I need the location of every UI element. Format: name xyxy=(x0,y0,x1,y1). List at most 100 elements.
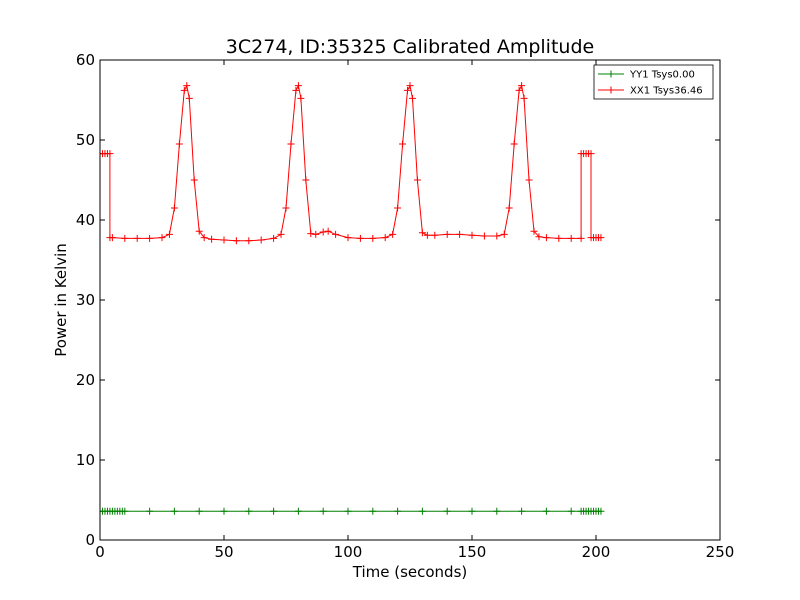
data-point xyxy=(389,230,397,238)
data-point xyxy=(456,230,464,238)
data-point xyxy=(394,204,402,212)
y-tick-label: 40 xyxy=(76,211,95,229)
x-tick-label: 150 xyxy=(458,543,487,561)
chart-title: 3C274, ID:35325 Calibrated Amplitude xyxy=(226,36,594,58)
legend-label: YY1 Tsys0.00 xyxy=(629,70,695,81)
y-tick-label: 10 xyxy=(76,451,95,469)
data-point xyxy=(381,234,389,242)
y-tick-label: 50 xyxy=(76,131,95,149)
plot-area: 0 50 100 150 200 250 0 10 20 30 40 50 60 xyxy=(76,51,734,561)
data-point xyxy=(319,228,327,236)
data-point xyxy=(369,234,377,242)
data-point xyxy=(302,176,310,184)
data-point xyxy=(200,234,208,242)
data-point xyxy=(282,204,290,212)
data-point xyxy=(277,230,285,238)
data-point xyxy=(146,234,154,242)
data-point xyxy=(413,176,421,184)
data-point xyxy=(443,507,451,515)
data-point xyxy=(180,86,188,94)
x-axis-label: Time (seconds) xyxy=(352,563,468,581)
data-point xyxy=(344,507,352,515)
data-point xyxy=(220,236,228,244)
data-point xyxy=(443,230,451,238)
data-point xyxy=(232,237,240,245)
data-point xyxy=(587,150,595,158)
data-point xyxy=(297,94,305,102)
data-point xyxy=(567,507,575,515)
data-point xyxy=(431,231,439,239)
data-point xyxy=(344,234,352,242)
data-point xyxy=(406,82,414,90)
x-tick-label: 250 xyxy=(706,543,735,561)
data-point xyxy=(597,507,605,515)
data-point xyxy=(185,94,193,102)
data-point xyxy=(307,230,315,238)
data-point xyxy=(408,94,416,102)
legend-label: XX1 Tsys36.46 xyxy=(630,86,703,97)
data-point xyxy=(245,237,253,245)
data-point xyxy=(520,94,528,102)
data-point xyxy=(294,507,302,515)
data-point xyxy=(332,230,340,238)
data-point xyxy=(423,231,431,239)
data-point xyxy=(195,507,203,515)
data-point xyxy=(515,86,523,94)
data-point xyxy=(369,507,377,515)
data-point xyxy=(170,204,178,212)
data-point xyxy=(195,227,203,235)
x-tick-label: 200 xyxy=(582,543,611,561)
y-tick-label: 60 xyxy=(76,51,95,69)
data-point xyxy=(597,234,605,242)
data-point xyxy=(418,229,426,237)
data-point xyxy=(505,204,513,212)
data-point xyxy=(555,234,563,242)
data-point xyxy=(270,234,278,242)
x-tick-label: 50 xyxy=(214,543,233,561)
y-tick-label: 30 xyxy=(76,291,95,309)
data-point xyxy=(319,507,327,515)
data-point xyxy=(418,507,426,515)
data-point xyxy=(468,231,476,239)
data-point xyxy=(394,507,402,515)
data-point xyxy=(183,82,191,90)
data-point xyxy=(542,234,550,242)
legend-marker xyxy=(607,70,615,78)
data-point xyxy=(257,236,265,244)
series-1 xyxy=(100,82,605,245)
data-point xyxy=(121,234,129,242)
series-layer xyxy=(100,82,605,515)
data-point xyxy=(500,230,508,238)
data-point xyxy=(108,234,116,242)
data-point xyxy=(106,150,114,158)
y-axis-label: Power in Kelvin xyxy=(52,243,70,357)
data-point xyxy=(312,230,320,238)
series-0 xyxy=(100,507,605,515)
data-point xyxy=(175,140,183,148)
data-point xyxy=(404,86,412,94)
x-tick-label: 100 xyxy=(334,543,363,561)
data-point xyxy=(535,233,543,241)
data-point xyxy=(158,234,166,242)
data-point xyxy=(577,234,585,242)
data-point xyxy=(530,227,538,235)
data-point xyxy=(468,507,476,515)
data-point xyxy=(493,232,501,240)
data-point xyxy=(518,82,526,90)
data-point xyxy=(292,86,300,94)
data-point xyxy=(121,507,129,515)
data-point xyxy=(133,234,141,242)
y-tick-label: 20 xyxy=(76,371,95,389)
data-point xyxy=(510,140,518,148)
legend-marker xyxy=(607,86,615,94)
ticks-layer: 0 50 100 150 200 250 0 10 20 30 40 50 60 xyxy=(76,51,734,561)
data-point xyxy=(324,227,332,235)
data-point xyxy=(493,507,501,515)
legend: YY1 Tsys0.00 XX1 Tsys36.46 xyxy=(593,64,714,100)
y-tick-label: 0 xyxy=(85,531,95,549)
data-point xyxy=(165,230,173,238)
data-point xyxy=(518,507,526,515)
data-point xyxy=(170,507,178,515)
data-point xyxy=(480,232,488,240)
